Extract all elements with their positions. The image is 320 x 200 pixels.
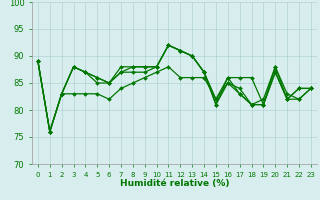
X-axis label: Humidité relative (%): Humidité relative (%) bbox=[120, 179, 229, 188]
